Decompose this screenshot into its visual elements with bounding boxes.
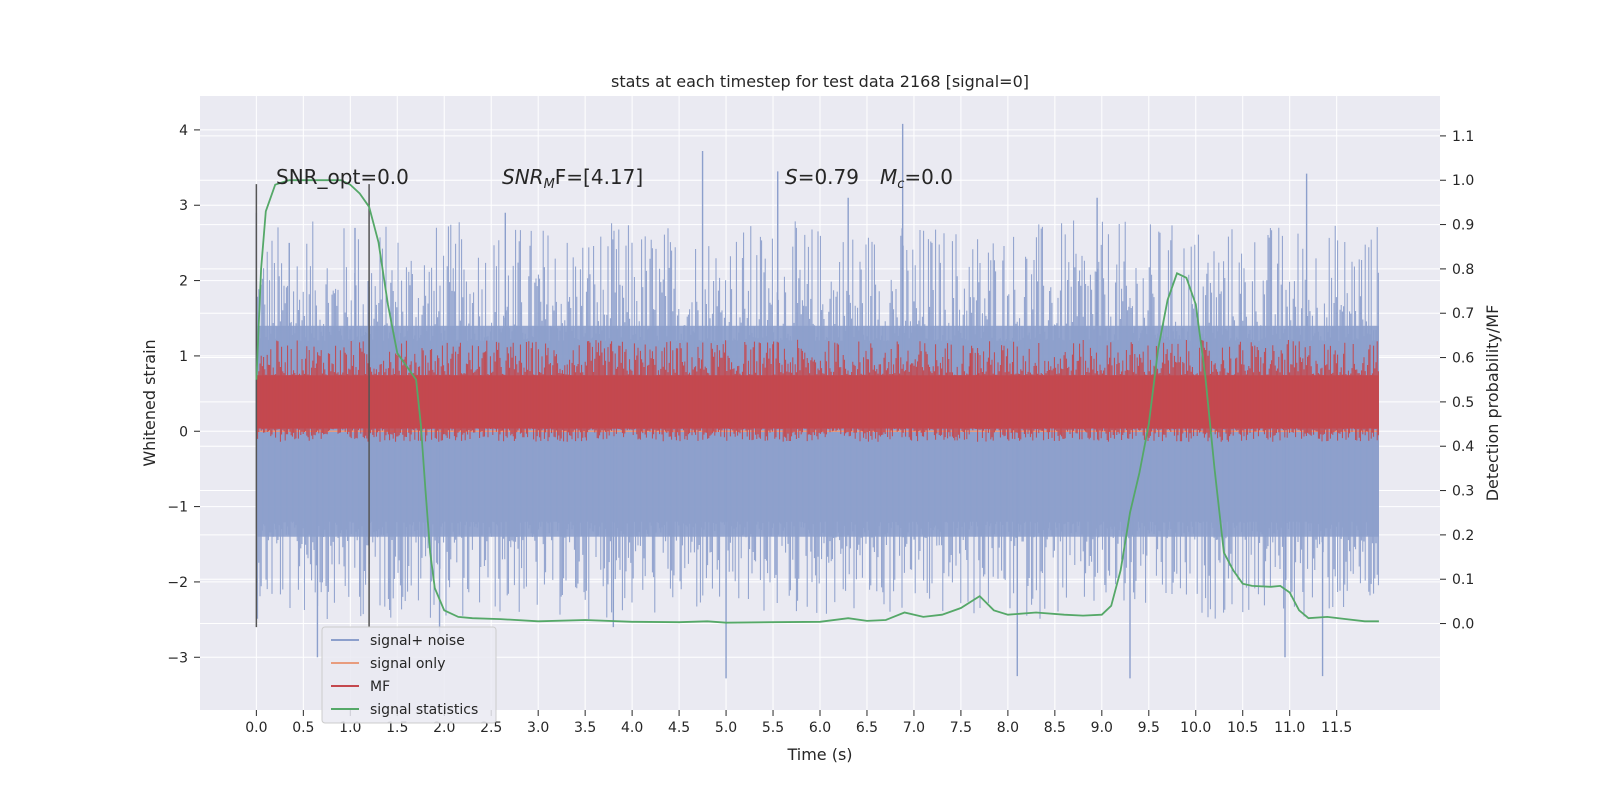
legend-box — [321, 626, 497, 724]
x-tick-label: 9.5 — [1138, 720, 1160, 736]
chart-title: stats at each timestep for test data 216… — [611, 72, 1029, 91]
y-right-tick-label: 0.5 — [1452, 395, 1474, 411]
signal-statistics-line — [255, 179, 1379, 624]
legend-label-signal-only: signal only — [370, 656, 445, 672]
y-left-tick-label: 1 — [179, 349, 188, 365]
signal-statistics-series — [255, 179, 1379, 624]
annotation-snr-mf: SNRMF=[4.17] — [502, 165, 643, 192]
x-tick-label: 8.5 — [1044, 720, 1066, 736]
y-right-tick-label: 0.7 — [1452, 306, 1474, 322]
y-right-tick-label: 0.4 — [1452, 439, 1474, 455]
annotation-s: S=0.79 — [785, 165, 859, 189]
x-axis-ticks: 0.0 0.5 1.0 1.5 2.0 2.5 3.0 3.5 4.0 4.5 5.0 5.5 6.0 6… — [245, 710, 1352, 736]
x-tick-label: 11.0 — [1274, 720, 1305, 736]
annotation-mc: Mc=0.0 — [880, 165, 953, 192]
y-left-tick-label: −2 — [167, 575, 188, 591]
x-tick-label: 11.5 — [1321, 720, 1352, 736]
x-tick-label: 3.0 — [527, 720, 549, 736]
x-tick-label: 10.0 — [1180, 720, 1211, 736]
x-tick-label: 10.5 — [1227, 720, 1258, 736]
y-right-axis-ticks: 0.0 0.1 0.2 0.3 0.4 0.5 0.6 0.7 0.8 0.9 1.0 1.1 — [1440, 129, 1474, 633]
x-tick-label: 2.5 — [480, 720, 502, 736]
legend: signal+ noise signal only MF signal stat… — [321, 626, 497, 724]
y-right-axis-label: Detection probability/MF — [1483, 305, 1502, 502]
y-right-tick-label: 0.8 — [1452, 262, 1474, 278]
x-tick-label: 0.0 — [245, 720, 267, 736]
x-tick-label: 5.5 — [762, 720, 784, 736]
x-tick-label: 0.5 — [292, 720, 314, 736]
vertical-markers — [255, 184, 370, 628]
y-right-tick-label: 0.1 — [1452, 572, 1474, 588]
legend-label-mf: MF — [370, 679, 390, 695]
x-tick-label: 2.0 — [433, 720, 455, 736]
y-left-tick-label: 3 — [179, 198, 188, 214]
y-right-tick-label: 0.2 — [1452, 528, 1474, 544]
x-tick-label: 1.0 — [339, 720, 361, 736]
x-tick-label: 8.0 — [997, 720, 1019, 736]
y-left-axis-label: Whitened strain — [140, 339, 159, 466]
x-tick-label: 7.5 — [950, 720, 972, 736]
y-left-tick-label: 4 — [179, 123, 188, 139]
y-left-axis-ticks: −3 −2 −1 0 1 2 3 4 — [167, 123, 200, 666]
x-tick-label: 9.0 — [1091, 720, 1113, 736]
mf-series — [255, 339, 1379, 442]
y-right-tick-label: 0.3 — [1452, 484, 1474, 500]
x-tick-label: 4.5 — [668, 720, 690, 736]
y-left-tick-label: 2 — [179, 274, 188, 290]
y-right-tick-label: 0.9 — [1452, 218, 1474, 234]
y-left-tick-label: −1 — [167, 500, 188, 516]
annotation-snr-opt: SNR_opt=0.0 — [276, 165, 409, 189]
legend-label-signal-statistics: signal statistics — [370, 702, 478, 718]
y-left-tick-label: −3 — [167, 650, 188, 666]
y-right-tick-label: 1.1 — [1452, 129, 1474, 145]
x-tick-label: 7.0 — [903, 720, 925, 736]
x-tick-label: 4.0 — [621, 720, 643, 736]
y-right-tick-label: 0.6 — [1452, 351, 1474, 367]
x-tick-label: 6.5 — [856, 720, 878, 736]
legend-label-signal-noise: signal+ noise — [370, 633, 465, 649]
x-axis-label: Time (s) — [786, 745, 852, 764]
y-right-tick-label: 0.0 — [1452, 617, 1474, 633]
x-tick-label: 3.5 — [574, 720, 596, 736]
y-right-tick-label: 1.0 — [1452, 173, 1474, 189]
x-tick-label: 5.0 — [715, 720, 737, 736]
x-tick-label: 1.5 — [386, 720, 408, 736]
y-left-tick-label: 0 — [179, 424, 188, 440]
x-tick-label: 6.0 — [809, 720, 831, 736]
